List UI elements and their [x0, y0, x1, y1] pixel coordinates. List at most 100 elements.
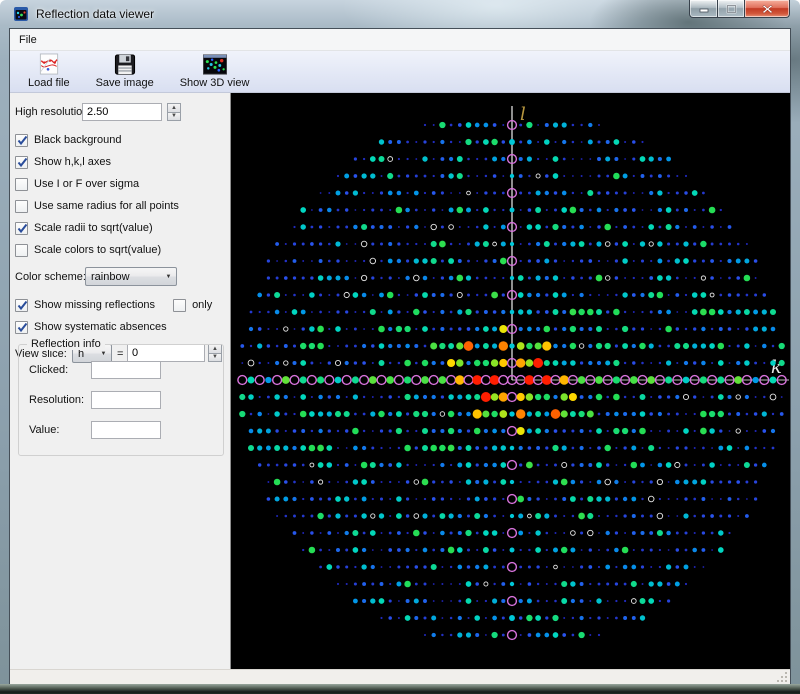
reflection-dot[interactable]: [700, 479, 707, 485]
reflection-dot[interactable]: [310, 209, 313, 211]
reflection-dot[interactable]: [535, 428, 541, 434]
reflection-dot[interactable]: [691, 309, 698, 315]
reflection-dot[interactable]: [571, 276, 575, 280]
reflection-dot[interactable]: [553, 327, 558, 331]
reflection-dot[interactable]: [657, 309, 663, 315]
reflection-dot[interactable]: [614, 547, 619, 553]
reflection-dot[interactable]: [649, 548, 653, 552]
reflection-dot[interactable]: [562, 497, 567, 501]
reflection-dot[interactable]: [737, 327, 740, 331]
reflection-dot[interactable]: [693, 327, 697, 331]
reflection-dot[interactable]: [596, 207, 602, 213]
reflection-dot[interactable]: [449, 293, 453, 297]
reflection-dot[interactable]: [317, 325, 324, 333]
reflection-dot[interactable]: [388, 429, 392, 433]
reflection-dot[interactable]: [389, 514, 392, 518]
reflection-dot[interactable]: [649, 514, 653, 518]
reflection-dot[interactable]: [491, 410, 498, 418]
checkbox-same-radius[interactable]: Use same radius for all points: [15, 195, 230, 217]
reflection-dot[interactable]: [527, 446, 532, 450]
reflection-dot[interactable]: [249, 412, 253, 416]
reflection-dot[interactable]: [352, 529, 359, 537]
reflection-dot[interactable]: [345, 328, 348, 330]
reflection-dot[interactable]: [658, 497, 662, 501]
missing-circle[interactable]: [674, 461, 681, 469]
reflection-dot[interactable]: [335, 275, 341, 281]
reflection-dot[interactable]: [396, 462, 402, 468]
reflection-dot[interactable]: [535, 292, 541, 298]
absence-circle[interactable]: [506, 629, 518, 641]
reflection-dot[interactable]: [309, 326, 315, 332]
reflection-dot[interactable]: [492, 343, 498, 349]
reflection-dot[interactable]: [353, 174, 358, 178]
reflection-dot[interactable]: [403, 376, 412, 384]
reflection-dot[interactable]: [492, 598, 498, 604]
reflection-dot[interactable]: [615, 225, 618, 229]
reflection-dot[interactable]: [534, 342, 542, 350]
reflection-dot[interactable]: [309, 411, 315, 417]
reflection-dot[interactable]: [535, 411, 542, 417]
reflection-dot[interactable]: [728, 344, 731, 348]
reflection-dot[interactable]: [492, 615, 497, 621]
reflection-dot[interactable]: [257, 463, 262, 467]
reflection-dot[interactable]: [606, 582, 610, 586]
reflection-dot[interactable]: [414, 565, 419, 569]
reflection-dot[interactable]: [685, 277, 687, 279]
reflection-dot[interactable]: [676, 311, 679, 313]
reflection-dot[interactable]: [483, 207, 489, 213]
spin-down-icon[interactable]: ▼: [208, 353, 222, 362]
reflection-dot[interactable]: [743, 461, 750, 469]
reflection-dot[interactable]: [717, 342, 725, 350]
reflection-dot[interactable]: [441, 566, 444, 568]
reflection-dot[interactable]: [319, 293, 323, 297]
reflection-dot[interactable]: [666, 309, 671, 315]
reflection-dot[interactable]: [283, 276, 288, 280]
reflection-dot[interactable]: [467, 242, 470, 246]
reflection-dot[interactable]: [310, 260, 313, 262]
reflection-dot[interactable]: [614, 531, 619, 535]
reflection-dot[interactable]: [293, 293, 296, 297]
reflection-dot[interactable]: [650, 464, 653, 466]
reflection-dot[interactable]: [395, 427, 403, 435]
reflection-dot[interactable]: [406, 412, 410, 416]
reflection-dot[interactable]: [702, 396, 705, 398]
reflection-dot[interactable]: [631, 428, 636, 434]
reflection-dot[interactable]: [527, 497, 532, 501]
reflection-dot[interactable]: [354, 565, 357, 569]
reflection-dot[interactable]: [692, 547, 697, 553]
reflection-dot[interactable]: [318, 242, 323, 246]
reflection-dot[interactable]: [639, 241, 646, 247]
reflection-dot[interactable]: [657, 207, 663, 213]
reflection-dot[interactable]: [536, 446, 541, 450]
reflection-dot[interactable]: [345, 344, 349, 348]
reflection-dot[interactable]: [708, 206, 716, 214]
reflection-dot[interactable]: [735, 309, 741, 315]
reflection-dot[interactable]: [561, 122, 567, 128]
reflection-dot[interactable]: [700, 427, 707, 435]
reflection-dot[interactable]: [292, 259, 297, 263]
reflection-dot[interactable]: [380, 480, 383, 484]
absence-circle[interactable]: [506, 153, 518, 165]
reflection-dot[interactable]: [562, 241, 567, 247]
reflection-dot[interactable]: [335, 241, 341, 247]
reflection-dot[interactable]: [509, 513, 515, 519]
checkbox-scale-radii[interactable]: Scale radii to sqrt(value): [15, 217, 230, 239]
reflection-dot[interactable]: [396, 190, 402, 196]
reflection-dot[interactable]: [648, 598, 655, 604]
reflection-dot[interactable]: [650, 395, 653, 399]
reflection-dot[interactable]: [310, 395, 313, 399]
reflection-dot[interactable]: [388, 241, 393, 247]
reflection-dot[interactable]: [475, 564, 480, 570]
menu-file[interactable]: File: [19, 33, 37, 46]
reflection-dot[interactable]: [489, 375, 500, 385]
reflection-dot[interactable]: [719, 498, 722, 500]
reflection-dot[interactable]: [406, 531, 409, 535]
reflection-dot[interactable]: [458, 583, 461, 585]
reflection-dot[interactable]: [553, 259, 558, 263]
reflection-dot[interactable]: [441, 582, 444, 586]
reflection-dot[interactable]: [412, 529, 420, 537]
reflection-dot[interactable]: [423, 344, 427, 348]
reflection-dot[interactable]: [545, 616, 549, 620]
reflection-dot[interactable]: [449, 480, 453, 484]
reflection-dot[interactable]: [448, 156, 454, 162]
